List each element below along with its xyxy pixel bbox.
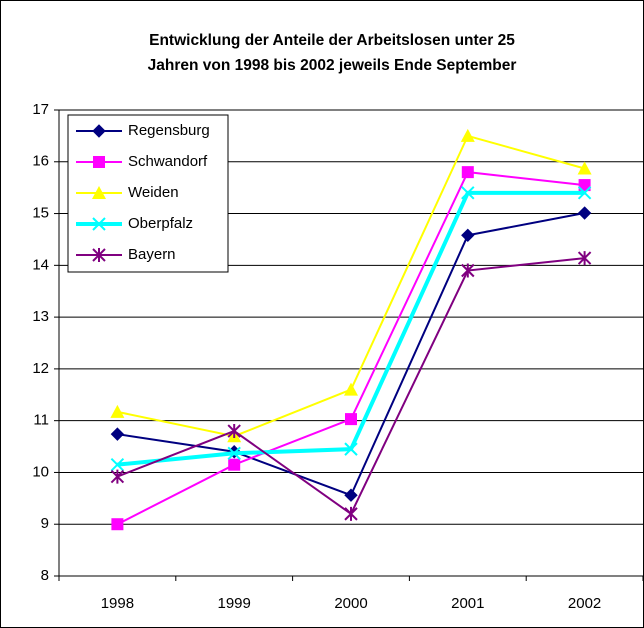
marker-shape <box>577 161 592 175</box>
y-tick-label: 14 <box>32 256 49 273</box>
marker <box>461 228 475 243</box>
legend-label: Regensburg <box>128 122 210 139</box>
y-tick-label: 9 <box>41 515 49 532</box>
marker <box>344 506 358 521</box>
x-tick-label: 2001 <box>451 595 484 612</box>
marker <box>227 424 241 439</box>
x-tick-label: 1998 <box>101 595 134 612</box>
marker <box>110 427 125 441</box>
marker-shape <box>93 156 105 168</box>
y-tick-label: 13 <box>32 308 49 325</box>
marker-shape <box>344 488 358 502</box>
marker <box>460 128 475 142</box>
y-tick-label: 16 <box>32 153 49 170</box>
marker-shape <box>227 446 241 460</box>
marker <box>110 469 125 484</box>
marker <box>577 161 592 175</box>
marker <box>92 124 106 138</box>
y-tick-label: 11 <box>33 412 49 429</box>
marker <box>93 156 105 168</box>
marker-shape <box>577 186 592 200</box>
marker-shape <box>461 263 475 278</box>
marker-shape <box>344 442 358 456</box>
marker <box>577 186 592 200</box>
marker-shape <box>461 166 474 179</box>
marker-shape <box>460 128 475 142</box>
marker-shape <box>227 424 241 439</box>
marker <box>92 217 106 231</box>
y-tick-label: 10 <box>32 463 49 480</box>
y-tick-label: 15 <box>32 205 49 222</box>
marker-shape <box>461 186 475 200</box>
marker <box>461 186 475 200</box>
marker-shape <box>228 458 241 471</box>
marker <box>461 263 475 278</box>
marker <box>344 382 358 396</box>
marker <box>577 206 592 220</box>
legend-label: Bayern <box>128 246 176 263</box>
marker-shape <box>92 248 106 262</box>
marker-shape <box>110 427 125 441</box>
marker-shape <box>577 251 592 266</box>
legend-label: Oberpfalz <box>128 215 193 232</box>
marker-shape <box>578 179 591 192</box>
marker-shape <box>110 457 125 472</box>
marker <box>578 179 591 192</box>
marker-shape <box>577 206 592 220</box>
marker <box>110 457 125 472</box>
x-tick-label: 2002 <box>568 595 601 612</box>
marker <box>345 413 357 426</box>
marker-shape <box>92 186 106 199</box>
marker <box>344 488 358 502</box>
marker <box>110 404 125 418</box>
legend-label: Schwandorf <box>128 153 208 170</box>
marker-shape <box>92 124 106 138</box>
chart-title: Jahren von 1998 bis 2002 jeweils Ende Se… <box>148 57 517 74</box>
marker <box>92 248 106 262</box>
marker-shape <box>110 404 125 418</box>
marker-shape <box>92 217 106 231</box>
marker-shape <box>345 413 357 426</box>
marker-shape <box>110 469 125 484</box>
marker <box>344 442 358 456</box>
marker <box>92 186 106 199</box>
marker-shape <box>344 382 358 396</box>
legend-label: Weiden <box>128 184 179 201</box>
y-tick-label: 17 <box>32 101 49 118</box>
marker <box>228 458 241 471</box>
marker <box>111 518 124 531</box>
y-tick-label: 12 <box>32 360 49 377</box>
x-tick-label: 2000 <box>334 595 367 612</box>
marker <box>227 446 241 460</box>
chart-title: Entwicklung der Anteile der Arbeitslosen… <box>149 32 515 49</box>
marker <box>577 251 592 266</box>
marker <box>461 166 474 179</box>
y-tick-label: 8 <box>41 567 49 584</box>
marker-shape <box>111 518 124 531</box>
marker-shape <box>344 506 358 521</box>
marker-shape <box>461 228 475 243</box>
x-tick-label: 1999 <box>218 595 251 612</box>
